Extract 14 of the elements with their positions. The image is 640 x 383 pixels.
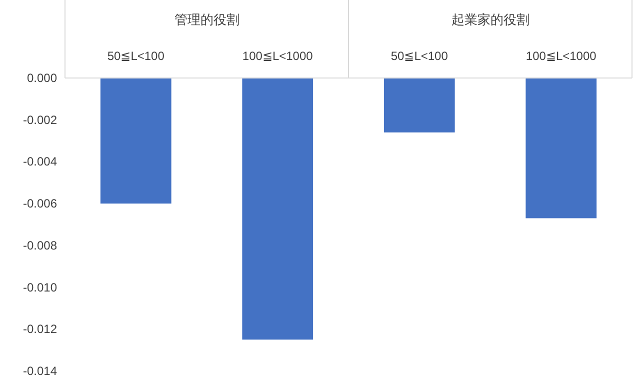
x-tick-label: 100≦L<1000: [526, 49, 597, 63]
y-tick-label: -0.006: [22, 196, 58, 211]
y-tick-label: -0.012: [22, 322, 58, 336]
y-tick-label: -0.008: [22, 238, 58, 252]
y-tick-label: 0.000: [26, 71, 58, 85]
y-tick-label: -0.002: [22, 112, 58, 127]
x-tick-label: 100≦L<1000: [242, 49, 314, 63]
y-tick-label: -0.004: [22, 154, 58, 169]
x-tick-label: 50≦L<100: [390, 49, 448, 63]
y-tick-label: -0.010: [22, 280, 58, 294]
text: 管理的役割: [174, 12, 240, 27]
x-tick-label: 50≦L<100: [107, 49, 165, 63]
y-tick-label: -0.014: [22, 364, 58, 378]
text: 起業家的役割: [451, 12, 530, 27]
